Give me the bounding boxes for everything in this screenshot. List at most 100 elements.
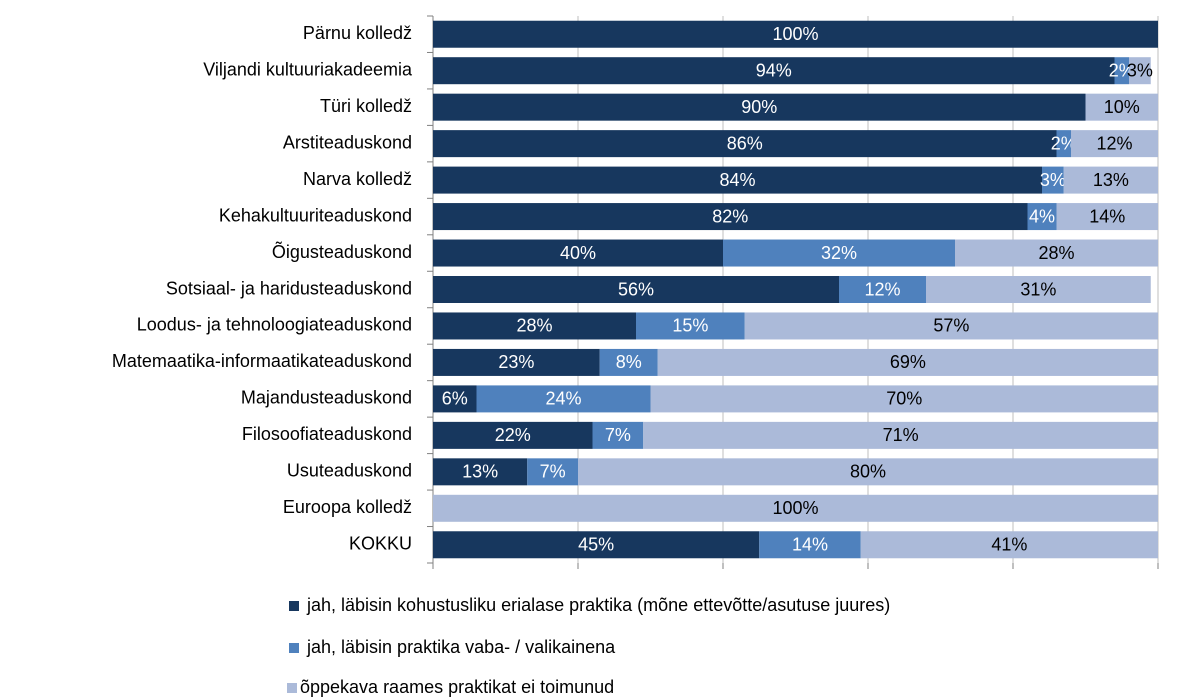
bar — [433, 203, 1028, 231]
bar — [1027, 203, 1057, 231]
bar — [527, 458, 578, 486]
bar — [433, 20, 1158, 48]
data-label: 3% — [1040, 170, 1066, 190]
bar — [1085, 93, 1158, 121]
data-label: 12% — [1096, 133, 1132, 153]
data-label: 82% — [712, 206, 748, 226]
legend-label: jah, läbisin praktika vaba- / valikainen… — [306, 637, 616, 657]
y-tick-label: Matemaatika-informaatikateaduskond — [112, 351, 412, 371]
legend-label: jah, läbisin kohustusliku erialase prakt… — [306, 595, 890, 615]
bar — [433, 531, 760, 559]
data-label: 69% — [890, 352, 926, 372]
data-label: 7% — [540, 462, 566, 482]
data-label: 86% — [727, 133, 763, 153]
data-label: 71% — [883, 425, 919, 445]
data-label: 80% — [850, 462, 886, 482]
data-label: 13% — [1093, 170, 1129, 190]
bar — [1071, 130, 1158, 158]
y-tick-label: Euroopa kolledž — [283, 497, 412, 517]
data-label: 10% — [1104, 97, 1140, 117]
data-label: 90% — [741, 97, 777, 117]
y-tick-label: Viljandi kultuuriakadeemia — [203, 59, 413, 79]
data-label: 100% — [772, 498, 818, 518]
data-label: 14% — [792, 535, 828, 555]
data-label: 100% — [772, 24, 818, 44]
data-label: 32% — [821, 243, 857, 263]
data-label: 22% — [495, 425, 531, 445]
data-label: 2% — [1109, 60, 1135, 80]
legend-swatch — [289, 601, 299, 611]
data-label: 2% — [1051, 133, 1077, 153]
bar — [1114, 57, 1129, 85]
bar — [433, 458, 528, 486]
bar — [650, 385, 1158, 413]
bar — [433, 348, 600, 376]
bar — [433, 57, 1115, 85]
bar — [1129, 57, 1151, 85]
data-label: 31% — [1020, 279, 1056, 299]
bar — [839, 276, 926, 303]
bar — [433, 494, 1158, 522]
bar — [1063, 166, 1158, 194]
data-label: 15% — [672, 316, 708, 336]
data-label: 12% — [864, 279, 900, 299]
bar — [433, 166, 1042, 194]
data-label: 7% — [605, 425, 631, 445]
y-tick-label: Usuteaduskond — [287, 461, 412, 481]
bar — [860, 531, 1158, 559]
y-tick-label: Kehakultuuriteaduskond — [219, 205, 412, 225]
y-tick-label: Narva kolledž — [303, 169, 412, 189]
data-label: 4% — [1029, 206, 1055, 226]
data-label: 41% — [991, 535, 1027, 555]
bar — [926, 276, 1151, 303]
bar — [433, 385, 477, 413]
data-label: 3% — [1127, 60, 1153, 80]
data-label: 8% — [616, 352, 642, 372]
bar — [578, 458, 1158, 486]
bar — [433, 312, 636, 340]
data-label: 45% — [578, 535, 614, 555]
bar — [1056, 203, 1158, 231]
bar — [433, 93, 1086, 121]
y-tick-label: KOKKU — [349, 534, 412, 554]
legend-label: õppekava raames praktikat ei toimunud — [300, 677, 614, 697]
bar — [433, 130, 1057, 158]
y-tick-label: Filosoofiateaduskond — [242, 424, 412, 444]
y-tick-label: Sotsiaal- ja haridusteaduskond — [166, 278, 412, 298]
data-label: 40% — [560, 243, 596, 263]
data-label: 94% — [756, 60, 792, 80]
bar — [599, 348, 658, 376]
data-label: 23% — [498, 352, 534, 372]
data-label: 28% — [1038, 243, 1074, 263]
data-label: 57% — [933, 316, 969, 336]
bar — [476, 385, 651, 413]
bar — [955, 239, 1158, 267]
data-label: 6% — [442, 389, 468, 409]
bar — [723, 239, 955, 267]
bar — [1042, 166, 1064, 194]
legend-swatch — [287, 683, 297, 693]
y-tick-label: Majandusteaduskond — [241, 388, 412, 408]
data-label: 14% — [1089, 206, 1125, 226]
legend-swatch — [289, 643, 299, 653]
bar — [636, 312, 745, 340]
data-label: 13% — [462, 462, 498, 482]
y-tick-label: Loodus- ja tehnoloogiateaduskond — [137, 315, 412, 335]
data-label: 28% — [516, 316, 552, 336]
bar — [744, 312, 1158, 340]
y-tick-label: Õigusteaduskond — [272, 241, 412, 262]
bar — [433, 239, 723, 267]
data-label: 24% — [545, 389, 581, 409]
bar — [643, 421, 1158, 449]
bar — [592, 421, 644, 449]
bar — [759, 531, 861, 559]
data-label: 70% — [886, 389, 922, 409]
y-tick-label: Arstiteaduskond — [283, 132, 412, 152]
y-tick-label: Pärnu kolledž — [303, 23, 412, 43]
bar — [657, 348, 1158, 376]
bar — [433, 276, 839, 303]
bar — [1056, 130, 1071, 158]
bar — [433, 421, 593, 449]
y-tick-label: Türi kolledž — [320, 96, 412, 116]
